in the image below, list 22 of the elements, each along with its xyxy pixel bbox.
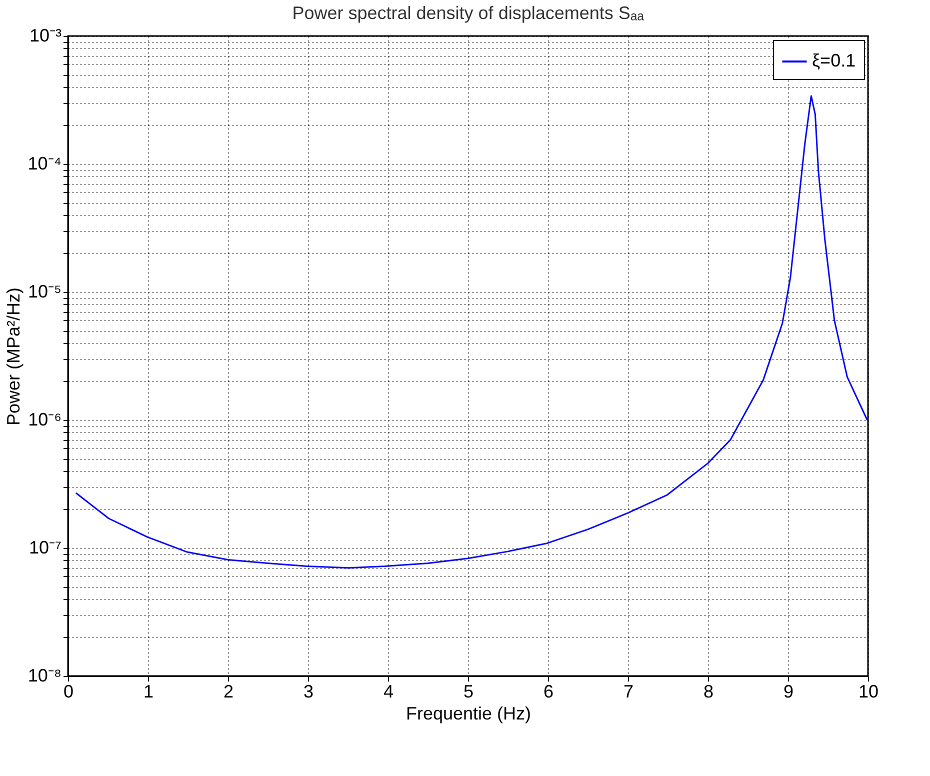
x-tick-label: 1 (143, 682, 154, 702)
x-tick-label: 0 (63, 682, 74, 702)
x-tick-label: 2 (223, 682, 234, 702)
y-axis-title: Power (MPa²/Hz) (4, 287, 24, 426)
y-tick-label: 10⁻⁴ (28, 154, 62, 174)
line-series (75, 95, 868, 569)
y-tick-label: 10⁻⁶ (28, 410, 62, 430)
x-tick-label: 8 (703, 682, 714, 702)
legend-label: ξ=0.1 (812, 50, 856, 70)
x-tick-label: 4 (383, 682, 394, 702)
x-tick-label: 5 (463, 682, 474, 702)
chart-title: Power spectral density of displacements Sₐₐ (292, 3, 644, 23)
y-tick-label: 10⁻⁸ (28, 666, 62, 686)
x-tick-label: 10 (858, 682, 879, 702)
y-tick-label: 10⁻⁵ (28, 282, 62, 302)
x-tick-label: 7 (623, 682, 634, 702)
x-tick-label: 3 (303, 682, 314, 702)
x-tick-label: 9 (783, 682, 794, 702)
y-tick-label: 10⁻³ (29, 26, 62, 46)
y-tick-label: 10⁻⁷ (28, 538, 62, 558)
x-tick-label: 6 (543, 682, 554, 702)
x-axis-title: Frequentie (Hz) (406, 704, 532, 724)
